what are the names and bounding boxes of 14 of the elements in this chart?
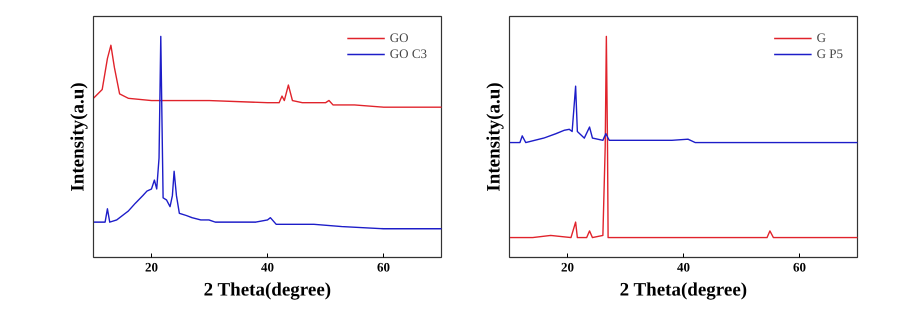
legend-label: G: [816, 30, 828, 46]
y-axis-title: Intensity(a.u): [68, 82, 88, 192]
y-axis-title: Intensity(a.u): [484, 82, 504, 192]
x-tick-label: 60: [377, 260, 390, 274]
legend-label: GO: [390, 30, 410, 46]
x-tick-label: 60: [793, 260, 806, 274]
x-tick-label: 40: [261, 260, 274, 274]
x-axis-title: 2 Theta(degree): [204, 280, 332, 300]
x-tick-label: 40: [677, 260, 690, 274]
legend-label: GO C3: [390, 46, 427, 62]
legend-label: G P5: [816, 46, 843, 62]
x-tick-label: 20: [561, 260, 574, 274]
x-tick-label: 20: [145, 260, 158, 274]
x-axis-title: 2 Theta(degree): [620, 280, 748, 300]
